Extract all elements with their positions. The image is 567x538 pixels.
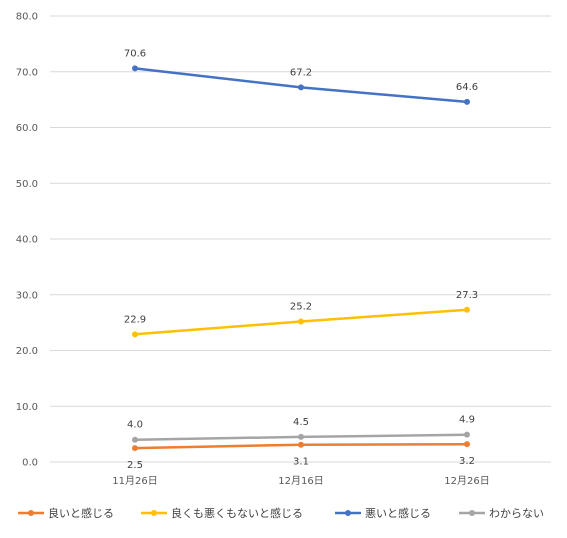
data-label: 22.9 (124, 314, 146, 325)
data-point (464, 431, 470, 438)
legend-swatch-marker (345, 510, 351, 516)
data-labels: 2.5 3.1 3.2 22.9 25.2 27.3 70.6 67.2 64.6 4.0 4.5 4… (124, 48, 478, 471)
data-point (298, 441, 304, 448)
legend-swatch-marker (469, 510, 475, 516)
y-tick-label: 60.0 (16, 123, 38, 134)
data-point (298, 433, 304, 440)
data-point (298, 318, 304, 325)
data-label: 3.2 (459, 456, 475, 467)
data-label: 3.1 (293, 457, 309, 468)
legend-label: 良いと感じる (48, 506, 114, 520)
y-tick-label: 20.0 (16, 346, 38, 357)
legend-swatch-marker (28, 510, 34, 516)
data-point (132, 65, 138, 72)
data-point (464, 441, 470, 448)
data-label: 4.0 (127, 420, 143, 431)
legend-swatch-marker (151, 510, 157, 516)
y-tick-label: 50.0 (16, 179, 38, 190)
data-point (298, 84, 304, 91)
data-label: 70.6 (124, 48, 146, 59)
data-point (464, 98, 470, 105)
y-axis: 0.0 10.0 20.0 30.0 40.0 50.0 60.0 70.0 80.0 (16, 12, 38, 469)
data-point (132, 331, 138, 338)
y-tick-label: 0.0 (22, 458, 38, 469)
data-label: 27.3 (456, 290, 478, 301)
legend-label: 悪いと感じる (365, 507, 431, 520)
series-group (132, 65, 470, 452)
data-label: 25.2 (290, 302, 312, 313)
data-label: 4.9 (459, 415, 475, 426)
data-label: 2.5 (127, 460, 143, 471)
data-label: 64.6 (456, 82, 478, 93)
y-tick-label: 70.0 (16, 67, 38, 78)
data-point (464, 306, 470, 313)
y-tick-label: 80.0 (16, 12, 38, 23)
y-tick-label: 40.0 (16, 235, 38, 246)
data-label: 4.5 (293, 417, 309, 428)
x-tick-label: 12月16日 (278, 475, 323, 487)
y-tick-label: 10.0 (16, 402, 38, 413)
data-point (132, 436, 138, 443)
legend-label: わからない (489, 507, 544, 520)
legend: 良いと感じる 良くも悪くもないと感じる 悪いと感じる わからない (18, 506, 544, 520)
x-tick-label: 11月26日 (112, 475, 157, 487)
data-label: 67.2 (290, 67, 312, 78)
legend-label: 良くも悪くもないと感じる (171, 506, 303, 520)
x-axis: 11月26日 12月16日 12月26日 (112, 475, 489, 487)
data-point (132, 445, 138, 452)
y-tick-label: 30.0 (16, 290, 38, 301)
x-tick-label: 12月26日 (444, 475, 489, 487)
gridlines (50, 15, 551, 463)
